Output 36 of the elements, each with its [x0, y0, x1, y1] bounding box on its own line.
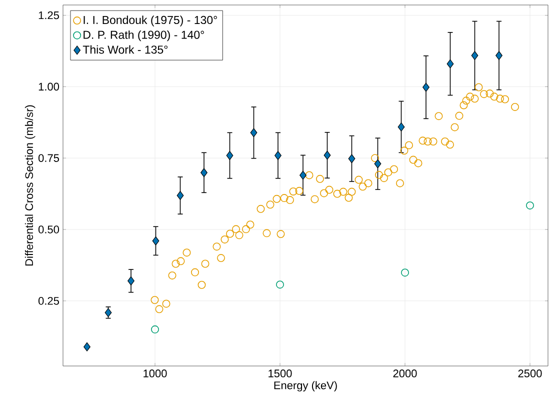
point	[104, 308, 112, 318]
point	[152, 236, 160, 246]
point	[151, 325, 159, 334]
point	[526, 201, 534, 210]
point	[422, 82, 430, 92]
point	[496, 51, 502, 60]
point	[374, 159, 382, 168]
y-tick-label: 0.25	[38, 296, 59, 305]
point	[84, 342, 90, 352]
point	[300, 170, 306, 180]
point	[226, 151, 234, 160]
point	[128, 276, 134, 286]
y-tick-label: 1.00	[38, 82, 60, 91]
x-tick-label: 2500	[518, 370, 542, 378]
y-tick-label: 0.75	[38, 154, 59, 162]
point	[324, 150, 331, 160]
point	[446, 59, 454, 68]
x-axis-title: Energy (keV)	[274, 381, 337, 392]
point	[200, 168, 208, 178]
point	[400, 268, 409, 277]
y-tick-label: 0.50	[38, 226, 60, 234]
point	[276, 280, 284, 289]
point	[348, 154, 356, 164]
point	[176, 190, 184, 200]
x-tick-label: 1000	[144, 370, 167, 378]
x-tick-label: 2000	[393, 370, 417, 378]
point	[250, 128, 258, 138]
legend-label: D. P. Rath (1990) - 140°	[84, 30, 204, 42]
point	[274, 151, 282, 160]
legend-label: This Work - 135°	[82, 45, 168, 54]
legend-label: I. I. Bondouk (1975) - 130°	[84, 16, 217, 26]
y-tick-label: 1.25	[38, 11, 59, 20]
point	[398, 122, 405, 132]
x-tick-label: 1500	[268, 370, 292, 378]
point	[471, 51, 478, 60]
y-axis-title: Differential Cross Section (mb/sr)	[24, 105, 36, 266]
